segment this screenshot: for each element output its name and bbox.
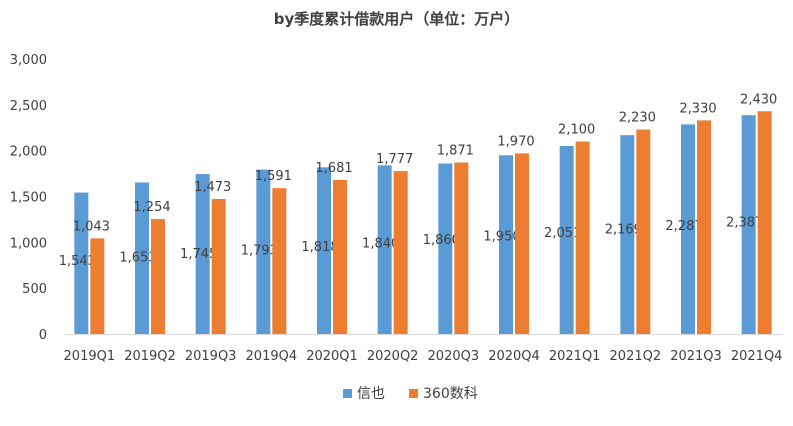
data-label: 1,871 <box>437 143 474 158</box>
y-tick-label: 1,500 <box>10 191 47 206</box>
bar-series2 <box>575 141 590 334</box>
bar-series2 <box>636 129 651 334</box>
data-label: 1,254 <box>133 200 170 215</box>
bar-series2 <box>757 111 772 334</box>
bar-series1 <box>317 167 331 334</box>
y-tick-label: 3,000 <box>10 53 47 68</box>
x-tick-label: 2019Q4 <box>246 349 298 364</box>
y-tick-label: 2,500 <box>10 99 47 114</box>
data-label: 2,287 <box>665 219 702 234</box>
x-tick-label: 2020Q1 <box>306 349 358 364</box>
data-label: 2,100 <box>558 123 595 138</box>
data-label: 1,950 <box>483 230 520 245</box>
data-label: 1,818 <box>301 240 338 255</box>
x-tick-label: 2019Q1 <box>64 349 116 364</box>
bar-series2 <box>393 171 408 334</box>
data-label: 1,543 <box>59 254 96 269</box>
x-tick-label: 2021Q3 <box>670 349 722 364</box>
data-label: 1,777 <box>376 152 413 167</box>
x-tick-label: 2020Q2 <box>367 349 419 364</box>
x-tick-label: 2019Q2 <box>124 349 176 364</box>
data-label: 1,793 <box>241 244 278 259</box>
y-tick-label: 0 <box>39 328 47 343</box>
bar-series1 <box>195 174 210 334</box>
data-label: 1,043 <box>73 219 110 234</box>
x-tick-label: 2021Q4 <box>731 349 783 364</box>
data-label: 1,745 <box>180 247 217 262</box>
bar-series1 <box>438 163 453 334</box>
x-tick-label: 2021Q2 <box>610 349 662 364</box>
bar-series1 <box>256 169 271 334</box>
bar-series2 <box>272 188 287 334</box>
data-label: 2,230 <box>619 111 656 126</box>
data-label: 2,330 <box>679 101 716 116</box>
bar-series1 <box>135 182 149 334</box>
x-tick-label: 2019Q3 <box>185 349 237 364</box>
bar-series1 <box>377 165 392 334</box>
legend-label: 360数科 <box>423 386 478 402</box>
bar-series2 <box>211 198 226 334</box>
bar-series1 <box>559 145 574 334</box>
y-tick-label: 500 <box>22 282 47 297</box>
data-label: 1,591 <box>255 169 292 184</box>
data-label: 2,169 <box>605 223 642 238</box>
data-label: 2,051 <box>544 226 581 241</box>
legend-swatch <box>343 389 352 398</box>
data-label: 2,430 <box>740 92 777 107</box>
data-label: 1,970 <box>497 134 534 149</box>
bar-series1 <box>74 192 89 334</box>
y-tick-label: 1,000 <box>10 236 47 251</box>
bar-series2 <box>697 120 711 335</box>
y-tick-label: 2,000 <box>10 145 47 160</box>
bar-series1 <box>681 124 695 334</box>
bar-series1 <box>620 135 635 334</box>
bar-series2 <box>515 153 529 334</box>
data-label: 1,681 <box>315 161 352 176</box>
data-label: 2,387 <box>726 216 763 231</box>
data-label: 1,653 <box>119 251 156 266</box>
legend-swatch <box>409 389 418 398</box>
x-tick-label: 2020Q3 <box>428 349 480 364</box>
bar-series2 <box>151 219 165 334</box>
bar-series1 <box>499 155 513 334</box>
x-tick-label: 2020Q4 <box>488 349 540 364</box>
bar-series1 <box>741 115 756 334</box>
legend-label: 信也 <box>357 386 385 402</box>
x-tick-label: 2021Q1 <box>549 349 601 364</box>
bar-series2 <box>90 238 105 334</box>
chart-title: by季度累计借款用户（单位：万户） <box>273 10 520 28</box>
bar-series2 <box>333 179 347 334</box>
data-label: 1,860 <box>423 233 460 248</box>
bar-series2 <box>454 162 469 334</box>
data-label: 1,840 <box>362 237 399 252</box>
data-label: 1,473 <box>194 180 231 195</box>
